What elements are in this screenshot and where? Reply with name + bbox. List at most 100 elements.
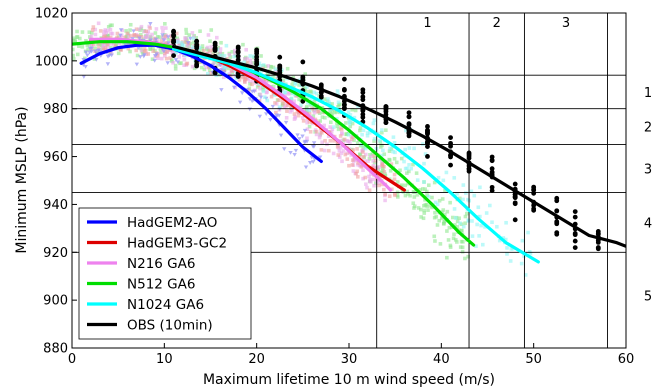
model-scatter-point <box>270 104 276 109</box>
model-scatter-point <box>242 60 247 65</box>
model-scatter-point <box>310 160 316 164</box>
obs-point <box>425 131 430 137</box>
model-scatter-point <box>373 158 378 163</box>
model-scatter-point <box>218 50 223 55</box>
model-scatter-point <box>391 149 395 154</box>
model-scatter-point <box>148 47 153 51</box>
model-scatter-point <box>159 39 164 43</box>
model-scatter-point <box>330 102 334 106</box>
model-scatter-point <box>306 100 310 105</box>
model-scatter-point <box>379 153 384 158</box>
model-scatter-point <box>418 188 422 192</box>
model-scatter-point <box>108 27 113 32</box>
model-scatter-point <box>365 131 370 135</box>
model-scatter-point <box>128 49 132 54</box>
model-scatter-point <box>477 234 481 238</box>
model-scatter-point <box>126 46 131 51</box>
model-scatter-point <box>426 183 431 188</box>
obs-point <box>360 97 366 103</box>
model-scatter-point <box>361 143 366 147</box>
model-scatter-point <box>232 48 237 53</box>
model-scatter-point <box>340 132 344 136</box>
model-scatter-point <box>219 88 224 92</box>
model-scatter-point <box>463 256 467 261</box>
series-line-n512-ga6 <box>72 40 476 247</box>
model-scatter-point <box>437 218 442 223</box>
model-scatter-point <box>350 121 355 126</box>
model-scatter-point <box>116 51 121 56</box>
obs-point <box>572 230 578 236</box>
model-scatter-point <box>336 104 340 109</box>
model-scatter-point <box>179 41 184 45</box>
model-scatter-point <box>392 177 397 182</box>
model-scatter-point <box>479 223 483 228</box>
model-scatter-point <box>291 75 296 80</box>
model-scatter-point <box>292 117 297 121</box>
model-scatter-point <box>296 113 301 118</box>
model-scatter-point <box>335 144 340 149</box>
model-scatter-point <box>404 128 408 133</box>
model-scatter-point <box>323 138 327 143</box>
model-scatter-point <box>218 47 223 51</box>
obs-point <box>277 54 283 60</box>
model-scatter-point <box>220 55 225 60</box>
model-scatter-point <box>381 148 385 153</box>
model-scatter-point <box>328 138 333 143</box>
model-scatter-point <box>466 197 470 202</box>
model-scatter-point <box>322 148 327 153</box>
model-scatter-point <box>363 146 368 151</box>
model-scatter-point <box>128 28 132 32</box>
obs-point <box>595 245 601 250</box>
model-scatter-point <box>339 151 344 156</box>
model-scatter-point <box>221 75 226 80</box>
model-scatter-point <box>377 183 381 188</box>
model-scatter-point <box>422 161 426 166</box>
model-scatter-point <box>459 229 464 233</box>
model-scatter-point <box>150 57 155 61</box>
model-scatter-point <box>290 82 294 87</box>
model-scatter-point <box>383 172 387 176</box>
model-scatter-point <box>344 121 348 125</box>
model-scatter-point <box>302 128 308 133</box>
y-tick-label: 900 <box>43 294 68 309</box>
x-tick-label: 10 <box>156 352 173 367</box>
model-scatter-point <box>308 130 313 134</box>
obs-point <box>572 209 578 215</box>
model-scatter-point <box>134 48 138 53</box>
model-scatter-point <box>328 125 333 129</box>
model-scatter-point <box>411 201 416 206</box>
model-scatter-point <box>305 117 310 122</box>
model-scatter-point <box>510 247 515 251</box>
model-scatter-point <box>380 143 384 148</box>
model-scatter-point <box>300 116 305 120</box>
model-scatter-point <box>419 215 423 219</box>
model-scatter-point <box>302 140 307 145</box>
model-scatter-point <box>156 56 160 60</box>
model-scatter-point <box>415 178 420 182</box>
obs-point <box>406 133 412 139</box>
model-scatter-point <box>205 71 210 76</box>
model-scatter-point <box>166 37 171 42</box>
obs-point <box>235 49 241 55</box>
model-scatter-point <box>423 203 428 207</box>
model-scatter-point <box>455 219 460 224</box>
model-scatter-point <box>361 150 365 154</box>
model-scatter-point <box>261 89 266 94</box>
model-scatter-point <box>295 133 300 138</box>
model-scatter-point <box>81 75 87 79</box>
model-scatter-point <box>86 47 90 52</box>
model-scatter-point <box>104 31 109 35</box>
model-scatter-point <box>334 109 339 114</box>
model-scatter-point <box>388 146 392 151</box>
model-scatter-point <box>297 97 301 102</box>
model-scatter-point <box>185 40 191 45</box>
model-scatter-point <box>188 41 193 46</box>
model-scatter-point <box>430 205 434 210</box>
model-scatter-point <box>341 149 346 153</box>
model-scatter-point <box>158 47 163 51</box>
model-scatter-point <box>146 29 151 34</box>
model-scatter-point <box>191 45 195 50</box>
model-scatter-point <box>327 148 331 153</box>
model-scatter-point <box>380 163 384 168</box>
